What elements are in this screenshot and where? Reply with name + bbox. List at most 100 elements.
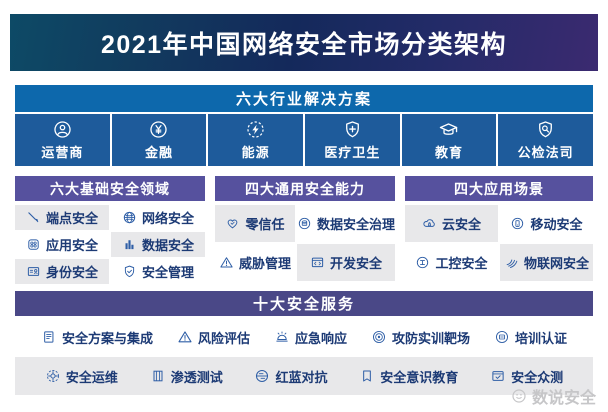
service-pentest: 渗透测试 [150,367,223,386]
services-row-1: 安全方案与集成 风险评估 应急响应 攻防实训靶场 培训认证 [15,320,593,354]
industry-label: 医疗卫生 [324,145,381,160]
chip-label: 威胁管理 [238,256,291,271]
energy-icon [245,119,266,140]
training-cert-icon [495,331,508,343]
service-solution-integration: 安全方案与集成 [41,328,153,347]
bar-chart-icon [125,240,134,250]
industry-label: 能源 [241,145,270,160]
scenario-grid: 云安全 移动安全 工控安全 物联网安全 [405,205,593,281]
capability-grid: 零信任 数据安全治理 威胁管理 开发安全 [215,205,395,281]
basic-security-column: 六大基础安全领域 端点安全 网络安全 应用安全 数据安全 身份安全 安全管理 [15,176,205,284]
chip-label: 网络安全 [141,211,194,226]
security-ops-icon [46,370,59,382]
cyber-range-target-icon [372,331,385,343]
watermark-text: 数说安全 [531,390,596,407]
service-label: 培训认证 [514,330,567,346]
service-red-blue: 红蓝对抗 [254,367,328,386]
chip-identity-security: 身份安全 [15,259,109,284]
chip-label: 端点安全 [45,211,98,226]
industry-cell-operator: 运营商 [15,114,110,166]
service-label: 红蓝对抗 [275,369,328,385]
service-training-cert: 培训认证 [494,328,567,347]
basic-security-header: 六大基础安全领域 [15,176,205,201]
chip-mobile-security: 移动安全 [500,205,593,242]
industry-cell-justice: 公检法司 [498,114,593,166]
service-label: 安全运维 [65,369,118,385]
zero-trust-icon [228,219,238,229]
industry-cell-energy: 能源 [208,114,303,166]
service-awareness-education: 安全意识教育 [359,367,458,386]
basic-security-grid: 端点安全 网络安全 应用安全 数据安全 身份安全 安全管理 [15,205,205,284]
chip-label: 物联网安全 [523,256,589,271]
page-title: 2021年中国网络安全市场分类架构 [100,30,508,59]
watermark: 数说安全 [510,384,596,408]
iot-waves-icon [506,259,518,268]
service-cyber-range: 攻防实训靶场 [371,328,470,347]
chip-network-security: 网络安全 [111,205,205,230]
industry-label: 公检法司 [517,145,574,160]
finance-icon [148,119,169,140]
industry-label: 教育 [434,145,463,160]
chip-label: 应用安全 [45,238,98,253]
mobile-phone-icon [512,217,524,230]
chip-iot-security: 物联网安全 [500,244,593,281]
chip-security-management: 安全管理 [111,259,205,284]
service-label: 安全方案与集成 [61,330,153,346]
service-security-ops: 安全运维 [45,367,118,386]
warning-triangle-icon [220,257,233,268]
title-banner: 2021年中国网络安全市场分类架构 [10,14,598,71]
chip-cloud-security: 云安全 [405,205,498,242]
dev-window-icon [311,257,324,268]
service-label: 应急响应 [294,330,347,346]
chip-label: 数据安全治理 [316,217,395,232]
service-crowdtest: 安全众测 [490,367,563,386]
solution-doc-icon [44,331,54,343]
industry-solutions-header: 六大行业解决方案 [15,85,593,112]
chip-zero-trust: 零信任 [215,205,295,242]
service-label: 渗透测试 [170,369,223,385]
service-label: 安全意识教育 [380,369,459,385]
service-label: 攻防实训靶场 [391,330,470,346]
services-header: 十大安全服务 [15,291,593,316]
application-icon [28,239,39,250]
chip-label: 移动安全 [530,217,583,232]
healthcare-icon [342,119,363,140]
chip-application-security: 应用安全 [15,232,109,257]
education-icon [438,119,459,140]
shield-check-icon [122,264,137,279]
chip-endpoint-security: 端点安全 [15,205,109,230]
service-risk-assessment: 风险评估 [177,328,250,347]
red-blue-icon [256,369,269,383]
chip-label: 零信任 [245,217,285,232]
chip-label: 开发安全 [329,256,382,271]
services-row-2: 安全运维 渗透测试 红蓝对抗 安全意识教育 安全众测 [15,357,593,395]
industrial-control-icon [417,256,429,269]
chip-industrial-security: 工控安全 [405,244,498,281]
service-label: 安全众测 [511,369,564,385]
industry-label: 运营商 [41,145,84,160]
pentest-icon [153,370,163,382]
industry-grid: 运营商 金融 能源 医疗卫生 教育 公检法司 [15,114,593,166]
crowdtest-icon [492,371,504,381]
operator-icon [52,119,73,140]
chip-devsec: 开发安全 [296,244,395,281]
justice-icon [535,119,556,140]
industry-cell-healthcare: 医疗卫生 [304,114,400,166]
data-governance-icon [298,217,311,230]
chip-data-security: 数据安全 [111,232,205,257]
chip-label: 安全管理 [141,265,194,280]
chip-threat-management: 威胁管理 [215,244,295,281]
industry-cell-education: 教育 [401,114,497,166]
service-label: 风险评估 [197,330,250,346]
chip-label: 工控安全 [435,256,488,271]
awareness-bookmark-icon [363,370,372,382]
capability-header: 四大通用安全能力 [215,176,395,201]
endpoint-icon [28,212,39,223]
chip-data-governance: 数据安全治理 [296,205,395,242]
incident-siren-icon [276,331,288,342]
cloud-lock-icon [423,219,435,227]
service-incident-response: 应急响应 [274,328,347,347]
scenario-header: 四大应用场景 [405,176,593,201]
id-card-icon [27,267,40,276]
chip-label: 云安全 [441,217,481,232]
